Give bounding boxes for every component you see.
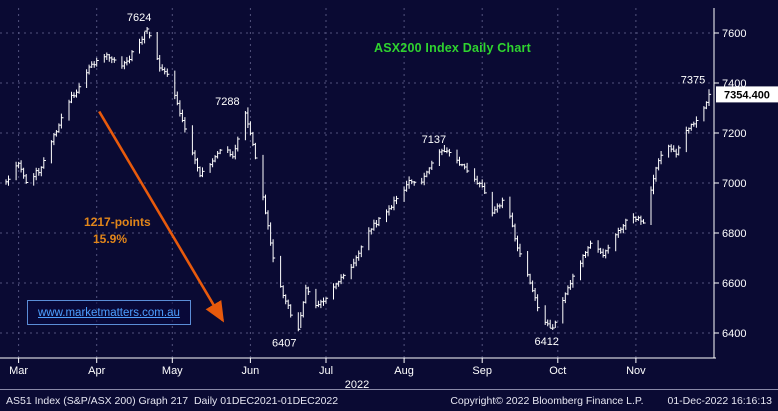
svg-text:Jun: Jun bbox=[242, 365, 260, 377]
copyright-text: Copyright© 2022 Bloomberg Finance L.P. bbox=[450, 394, 644, 407]
svg-text:Sep: Sep bbox=[472, 365, 492, 377]
svg-text:7137: 7137 bbox=[422, 134, 446, 146]
status-bar: AS51 Index (S&P/ASX 200) Graph 217 Daily… bbox=[0, 389, 778, 411]
svg-text:Oct: Oct bbox=[549, 365, 566, 377]
drawdown-points-label: 1217-points bbox=[84, 215, 151, 229]
svg-text:7375: 7375 bbox=[681, 74, 705, 86]
svg-text:Jul: Jul bbox=[319, 365, 333, 377]
svg-text:7354.400: 7354.400 bbox=[724, 89, 770, 101]
svg-text:7624: 7624 bbox=[127, 12, 151, 24]
svg-text:6412: 6412 bbox=[534, 336, 558, 348]
drawdown-annotation: 1217-points 15.9% bbox=[84, 214, 151, 248]
chart-title: ASX200 Index Daily Chart bbox=[374, 41, 531, 55]
timestamp: 01-Dec-2022 16:16:13 bbox=[667, 394, 773, 407]
svg-text:Mar: Mar bbox=[9, 365, 28, 377]
watermark-box: www.marketmatters.com.au bbox=[27, 300, 191, 325]
point-labels: 7624 7288 7137 7375 6407 6412 bbox=[127, 12, 705, 349]
trend-arrow bbox=[98, 110, 225, 323]
security-description: AS51 Index (S&P/ASX 200) Graph 217 Daily… bbox=[6, 394, 339, 407]
svg-text:7288: 7288 bbox=[215, 96, 239, 108]
svg-text:6600: 6600 bbox=[722, 278, 746, 290]
year-label: 2022 bbox=[345, 379, 369, 390]
svg-text:6800: 6800 bbox=[722, 228, 746, 240]
svg-text:Apr: Apr bbox=[88, 365, 105, 377]
svg-text:7200: 7200 bbox=[722, 128, 746, 140]
drawdown-percent-label: 15.9% bbox=[93, 232, 128, 246]
svg-text:6400: 6400 bbox=[722, 328, 746, 340]
svg-text:6407: 6407 bbox=[272, 337, 296, 349]
last-price-box: 7354.400 bbox=[716, 86, 778, 103]
axes bbox=[0, 8, 719, 363]
svg-text:7000: 7000 bbox=[722, 178, 746, 190]
svg-text:7600: 7600 bbox=[722, 28, 746, 40]
svg-text:Aug: Aug bbox=[394, 365, 414, 377]
marketmatters-link[interactable]: www.marketmatters.com.au bbox=[38, 307, 180, 319]
price-bars bbox=[5, 27, 712, 332]
svg-text:Nov: Nov bbox=[626, 365, 646, 377]
svg-text:May: May bbox=[162, 365, 183, 377]
